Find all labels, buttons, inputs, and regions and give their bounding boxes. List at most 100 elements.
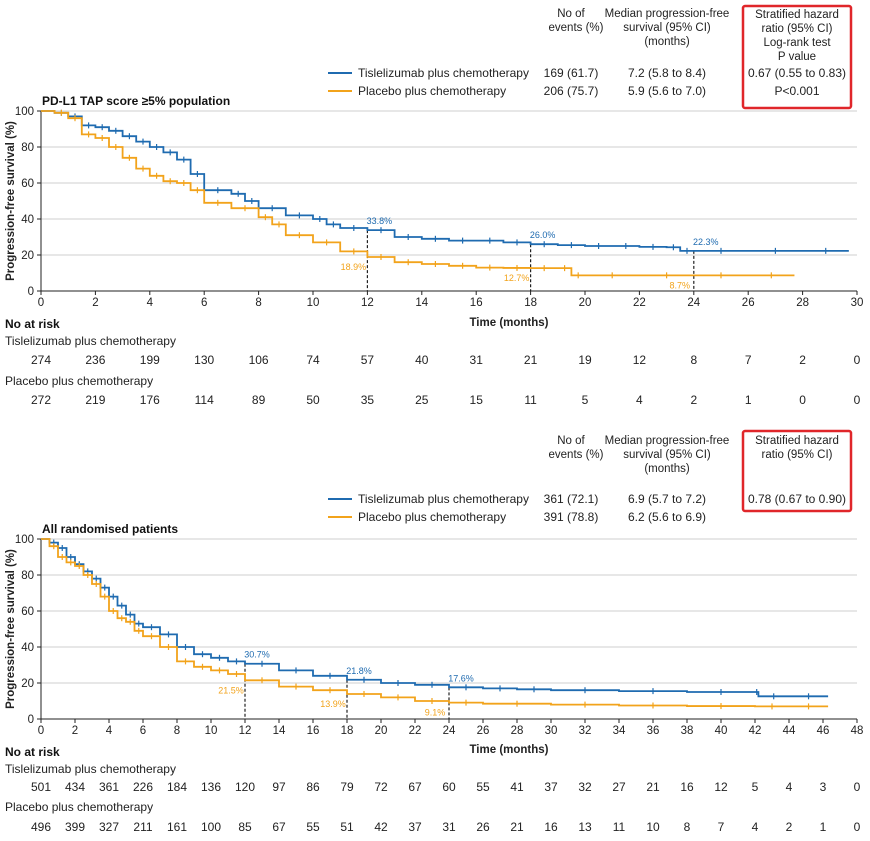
x-axis-label: Time (months) (469, 317, 548, 329)
risk-count: 72 (374, 780, 388, 794)
x-tick-label: 0 (38, 297, 44, 309)
y-tick-label: 100 (15, 106, 34, 118)
events-tislelizumab: 169 (61.7) (544, 66, 599, 80)
landmark-annotation: 17.6% (448, 673, 474, 683)
hr-highlight-box (741, 429, 853, 513)
risk-count: 5 (582, 393, 589, 407)
events-header-line2: events (%) (549, 449, 604, 461)
landmark-annotation: 9.1% (425, 708, 446, 718)
risk-table-title: No at risk (5, 317, 60, 331)
landmark-annotation: 12.7% (504, 273, 530, 283)
km-curve-placebo (41, 538, 829, 708)
risk-table-title: No at risk (5, 745, 60, 759)
y-tick-label: 20 (21, 250, 34, 262)
risk-count: 51 (340, 820, 354, 834)
landmark-annotation: 8.7% (670, 280, 691, 290)
risk-count: 2 (786, 820, 793, 834)
x-tick-label: 38 (681, 725, 694, 737)
risk-count: 50 (306, 393, 320, 407)
x-tick-label: 2 (72, 725, 78, 737)
risk-count: 35 (361, 393, 375, 407)
y-tick-label: 40 (21, 214, 34, 226)
risk-count: 0 (854, 820, 861, 834)
risk-row-tislelizumab: 501 434 361 226 184 136 120 97 86 79 72 67 60 55 41 37 3… (31, 780, 861, 794)
risk-count: 2 (799, 353, 806, 367)
p-value: P<0.001 (774, 84, 819, 98)
y-tick-label: 20 (21, 678, 34, 690)
x-tick-label: 4 (147, 297, 154, 309)
x-tick-label: 24 (443, 725, 456, 737)
landmark-annotation: 13.9% (320, 699, 346, 709)
risk-count: 10 (646, 820, 660, 834)
risk-count: 97 (272, 780, 286, 794)
x-tick-label: 46 (817, 725, 830, 737)
median-header-line2: survival (95% CI) (623, 449, 711, 461)
risk-row-tislelizumab: 274 236 199 130 106 74 57 40 31 21 19 12 8 7 2 0 (31, 353, 861, 367)
panel2-title: All randomised patients (42, 522, 178, 536)
x-tick-label: 6 (140, 725, 146, 737)
y-tick-label: 80 (21, 570, 34, 582)
median-header-line2: survival (95% CI) (623, 22, 711, 34)
risk-count: 79 (340, 780, 354, 794)
risk-count: 13 (578, 820, 592, 834)
risk-count: 211 (133, 820, 152, 834)
risk-count: 37 (544, 780, 558, 794)
x-tick-label: 24 (687, 297, 700, 309)
risk-count: 100 (201, 820, 221, 834)
legend-label-tislelizumab: Tislelizumab plus chemotherapy (358, 492, 529, 506)
landmark-annotation: 21.8% (346, 666, 372, 676)
x-tick-label: 18 (524, 297, 537, 309)
risk-count: 86 (306, 780, 320, 794)
risk-count: 0 (854, 353, 861, 367)
median-placebo: 5.9 (5.6 to 7.0) (628, 84, 706, 98)
x-tick-label: 26 (742, 297, 755, 309)
legend-label-placebo: Placebo plus chemotherapy (358, 84, 506, 98)
median-header-line1: Median progression-free (605, 8, 730, 20)
risk-count: 130 (194, 353, 214, 367)
risk-count: 55 (476, 780, 490, 794)
risk-count: 2 (690, 393, 697, 407)
risk-count: 74 (306, 353, 320, 367)
risk-count: 31 (470, 353, 484, 367)
x-tick-label: 20 (375, 725, 388, 737)
risk-count: 8 (690, 353, 697, 367)
risk-row-label-tislelizumab: Tislelizumab plus chemotherapy (5, 762, 176, 776)
x-axis-label: Time (months) (469, 744, 548, 756)
risk-count: 16 (544, 820, 558, 834)
x-tick-label: 20 (579, 297, 592, 309)
risk-count: 21 (510, 820, 524, 834)
x-tick-label: 44 (783, 725, 796, 737)
x-tick-label: 28 (511, 725, 524, 737)
x-tick-label: 0 (38, 725, 44, 737)
risk-count: 55 (306, 820, 320, 834)
median-header-line3: (months) (644, 463, 690, 475)
risk-count: 4 (786, 780, 793, 794)
y-tick-label: 80 (21, 142, 34, 154)
y-tick-label: 60 (21, 606, 34, 618)
risk-count: 274 (31, 353, 51, 367)
hr-header-line1: Stratified hazard (755, 435, 839, 447)
events-placebo: 206 (75.7) (544, 84, 599, 98)
risk-count: 272 (31, 393, 51, 407)
median-tislelizumab: 6.9 (5.7 to 7.2) (628, 492, 706, 506)
x-tick-label: 26 (477, 725, 490, 737)
x-tick-label: 32 (579, 725, 592, 737)
y-tick-label: 0 (28, 286, 34, 298)
risk-count: 184 (167, 780, 187, 794)
x-tick-label: 8 (255, 297, 261, 309)
events-tislelizumab: 361 (72.1) (544, 492, 599, 506)
risk-row-label-tislelizumab: Tislelizumab plus chemotherapy (5, 334, 176, 348)
median-header-line3: (months) (644, 36, 690, 48)
risk-count: 16 (680, 780, 694, 794)
risk-count: 199 (140, 353, 160, 367)
risk-count: 0 (854, 393, 861, 407)
x-tick-label: 48 (851, 725, 864, 737)
risk-count: 327 (99, 820, 119, 834)
y-tick-label: 40 (21, 642, 34, 654)
risk-count: 27 (612, 780, 626, 794)
landmark-annotation: 30.7% (244, 650, 270, 660)
panel1-title: PD-L1 TAP score ≥5% population (42, 94, 230, 108)
risk-count: 5 (752, 780, 759, 794)
